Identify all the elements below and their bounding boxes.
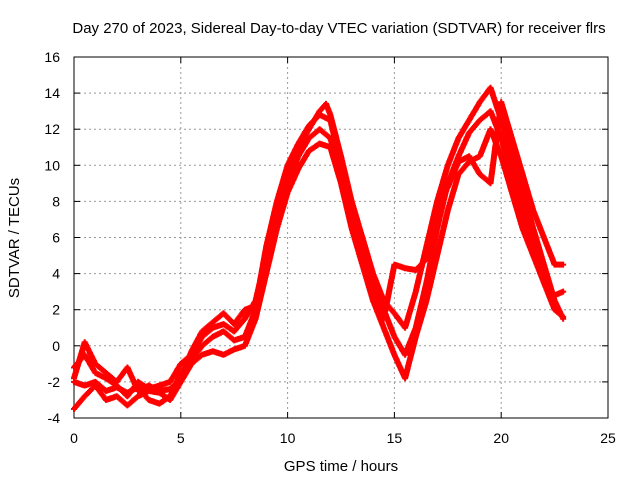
y-axis-label: SDTVAR / TECUs bbox=[6, 178, 23, 298]
y-tick-label: -2 bbox=[48, 374, 61, 390]
x-tick-label: 10 bbox=[280, 430, 296, 446]
y-tick-label: 0 bbox=[52, 338, 60, 354]
plus-markers bbox=[71, 126, 567, 412]
series-track-3 bbox=[71, 126, 567, 412]
axis-ticks: 0 5 10 15 20 25 -4 -2 0 2 4 6 8 10 12 14 16 bbox=[44, 49, 616, 446]
x-tick-label: 20 bbox=[493, 430, 509, 446]
y-tick-label: 8 bbox=[52, 193, 60, 209]
y-tick-label: 10 bbox=[44, 157, 60, 173]
x-axis-label: GPS time / hours bbox=[284, 458, 398, 475]
chart-title: Day 270 of 2023, Sidereal Day-to-day VTE… bbox=[72, 20, 605, 37]
y-tick-label: -4 bbox=[48, 410, 61, 426]
x-tick-label: 25 bbox=[600, 430, 616, 446]
series-track-4 bbox=[71, 99, 567, 394]
y-tick-label: 16 bbox=[44, 49, 60, 65]
plus-markers bbox=[71, 99, 567, 394]
y-tick-label: 4 bbox=[52, 266, 60, 282]
y-tick-label: 2 bbox=[52, 302, 60, 318]
x-tick-label: 5 bbox=[177, 430, 185, 446]
x-tick-label: 15 bbox=[387, 430, 403, 446]
y-tick-label: 12 bbox=[44, 121, 60, 137]
x-tick-label: 0 bbox=[70, 430, 78, 446]
y-tick-label: 14 bbox=[44, 85, 60, 101]
data-series bbox=[71, 84, 567, 412]
y-tick-label: 6 bbox=[52, 230, 60, 246]
